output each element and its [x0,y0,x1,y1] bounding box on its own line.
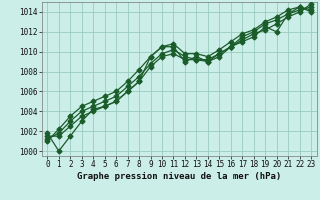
X-axis label: Graphe pression niveau de la mer (hPa): Graphe pression niveau de la mer (hPa) [77,172,281,181]
